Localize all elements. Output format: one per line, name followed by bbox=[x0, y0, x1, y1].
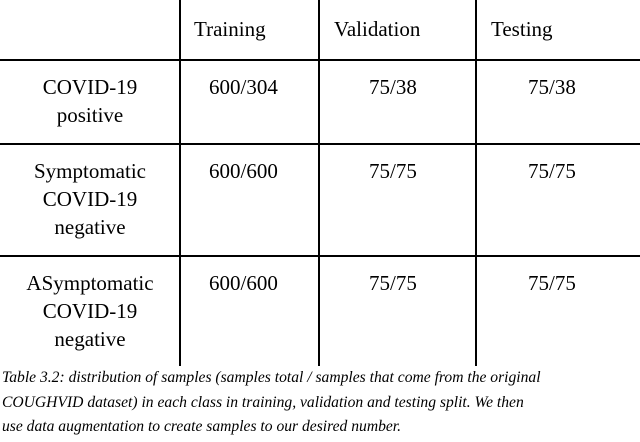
cell-testing: 75/75 bbox=[528, 159, 576, 183]
row-label-symptomatic-negative: Symptomatic COVID-19 negative bbox=[0, 157, 180, 241]
column-divider bbox=[318, 0, 320, 366]
caption-line: Table 3.2: distribution of samples (samp… bbox=[2, 369, 541, 386]
cell-testing: 75/75 bbox=[528, 271, 576, 295]
cell-testing: 75/38 bbox=[528, 75, 576, 99]
row-label-line: Symptomatic bbox=[34, 159, 146, 183]
row-divider bbox=[0, 255, 640, 257]
cell-validation: 75/75 bbox=[369, 271, 417, 295]
row-label-line: negative bbox=[54, 327, 126, 351]
cell-training: 600/600 bbox=[209, 159, 278, 183]
column-divider bbox=[475, 0, 477, 366]
caption-line: COUGHVID dataset) in each class in train… bbox=[2, 393, 524, 411]
row-label-asymptomatic-negative: ASymptomatic COVID-19 negative bbox=[0, 269, 180, 353]
row-label-line: ASymptomatic bbox=[26, 271, 154, 295]
header-testing: Testing bbox=[491, 17, 553, 41]
row-label-line: positive bbox=[56, 103, 124, 127]
row-divider bbox=[0, 59, 640, 61]
row-divider bbox=[0, 143, 640, 145]
cell-training: 600/600 bbox=[209, 271, 278, 295]
cell-training: 600/304 bbox=[209, 75, 278, 99]
row-label-covid-positive: COVID-19 positive bbox=[0, 73, 180, 129]
row-label-line: negative bbox=[54, 215, 126, 239]
caption-line: use data augmentation to create samples … bbox=[2, 418, 402, 435]
row-label-line: COVID-19 bbox=[42, 299, 138, 323]
header-training: Training bbox=[194, 17, 266, 41]
row-label-line: COVID-19 bbox=[42, 187, 138, 211]
column-divider bbox=[179, 0, 181, 366]
table-caption: Table 3.2: distribution of samples (samp… bbox=[2, 366, 638, 440]
cell-validation: 75/75 bbox=[369, 159, 417, 183]
header-validation: Validation bbox=[334, 17, 421, 41]
row-label-line: COVID-19 bbox=[42, 75, 138, 99]
data-table: Training Validation Testing COVID-19 pos… bbox=[0, 0, 640, 366]
cell-validation: 75/38 bbox=[369, 75, 417, 99]
